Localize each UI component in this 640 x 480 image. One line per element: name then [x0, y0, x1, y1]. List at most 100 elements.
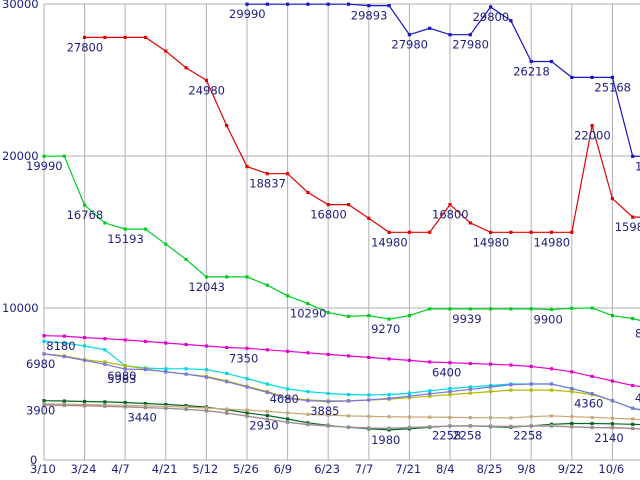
- data-point: [631, 422, 635, 426]
- x-tick-label: 7/21: [395, 462, 421, 476]
- series-line: [44, 155, 640, 321]
- data-point: [570, 390, 574, 394]
- data-point: [225, 345, 229, 350]
- data-point: [265, 348, 269, 352]
- data-point: [509, 383, 513, 387]
- data-point: [326, 413, 330, 417]
- point-label: 2930: [249, 419, 278, 433]
- data-point: [387, 4, 391, 8]
- data-point: [306, 351, 310, 355]
- data-point: [468, 424, 472, 428]
- point-label: 24980: [188, 83, 225, 97]
- point-label: 2140: [594, 431, 623, 445]
- data-point: [570, 75, 574, 79]
- data-point: [367, 216, 371, 220]
- data-point: [62, 355, 66, 359]
- data-point: [428, 394, 432, 398]
- data-point: [286, 349, 290, 353]
- data-point: [631, 383, 635, 388]
- point-label: 9270: [371, 322, 400, 336]
- x-tick-label: 6/23: [314, 462, 340, 476]
- series-line: [43, 404, 640, 430]
- data-point: [468, 391, 472, 395]
- data-point: [346, 314, 351, 318]
- data-point: [367, 398, 371, 402]
- data-point: [245, 408, 249, 412]
- data-point: [265, 413, 269, 418]
- data-point: [407, 33, 411, 37]
- data-point: [509, 307, 513, 311]
- series-lines: [42, 2, 640, 432]
- data-point: [631, 426, 635, 430]
- data-point: [245, 275, 249, 279]
- data-point: [529, 307, 533, 311]
- x-tick-label: 8/25: [477, 462, 503, 476]
- series-line: [43, 335, 640, 388]
- data-point: [62, 341, 66, 345]
- series-gray-series: [42, 403, 640, 430]
- data-point: [103, 362, 107, 366]
- data-point: [306, 302, 310, 306]
- point-label: 9900: [534, 313, 563, 327]
- y-tick-label: 0: [30, 453, 37, 467]
- point-label: 6980: [107, 369, 136, 383]
- data-point: [468, 361, 472, 366]
- data-point: [631, 154, 635, 158]
- data-point: [143, 339, 148, 343]
- data-point: [164, 341, 168, 345]
- data-point: [103, 348, 107, 352]
- data-point: [489, 416, 493, 420]
- data-point: [83, 399, 87, 404]
- data-point: [489, 390, 493, 394]
- data-point: [103, 400, 107, 404]
- data-point: [265, 382, 269, 386]
- data-point: [468, 387, 472, 391]
- data-point: [610, 425, 614, 430]
- data-point: [62, 334, 66, 338]
- data-point: [610, 379, 614, 383]
- x-tick-label: 10/6: [598, 462, 624, 476]
- data-point: [326, 391, 330, 395]
- data-point: [265, 2, 269, 6]
- x-tick-label: 3/10: [30, 462, 56, 476]
- data-point: [83, 336, 87, 340]
- data-point: [245, 2, 249, 6]
- data-point: [509, 425, 513, 429]
- data-point: [590, 306, 594, 310]
- data-point: [631, 215, 635, 219]
- data-point: [164, 404, 168, 409]
- data-point: [367, 4, 371, 8]
- data-point: [428, 415, 432, 419]
- data-point: [184, 66, 188, 70]
- data-point: [570, 230, 574, 234]
- point-label: 19980: [635, 159, 640, 173]
- data-point: [529, 382, 533, 386]
- data-point: [610, 75, 614, 79]
- data-point: [590, 374, 594, 378]
- data-point: [83, 358, 87, 362]
- data-point: [549, 59, 554, 64]
- data-point: [164, 367, 168, 371]
- x-tick-label: 4/7: [111, 462, 130, 476]
- data-point: [387, 415, 391, 419]
- y-tick-label: 30000: [2, 0, 39, 11]
- data-point: [448, 424, 452, 428]
- data-point: [489, 230, 493, 234]
- data-point: [326, 2, 330, 6]
- data-point: [245, 346, 249, 350]
- data-point: [610, 399, 614, 403]
- series-blue-series: [245, 2, 640, 158]
- data-point: [286, 2, 290, 6]
- data-point: [428, 392, 432, 396]
- data-point: [367, 426, 371, 430]
- point-label: 4360: [574, 397, 603, 411]
- point-label: 7350: [229, 351, 258, 365]
- data-point: [204, 78, 208, 82]
- data-point: [346, 414, 351, 418]
- data-point: [448, 33, 452, 37]
- data-point: [631, 317, 635, 321]
- data-point: [143, 35, 148, 39]
- data-point: [225, 407, 229, 411]
- point-label: 27980: [452, 38, 489, 52]
